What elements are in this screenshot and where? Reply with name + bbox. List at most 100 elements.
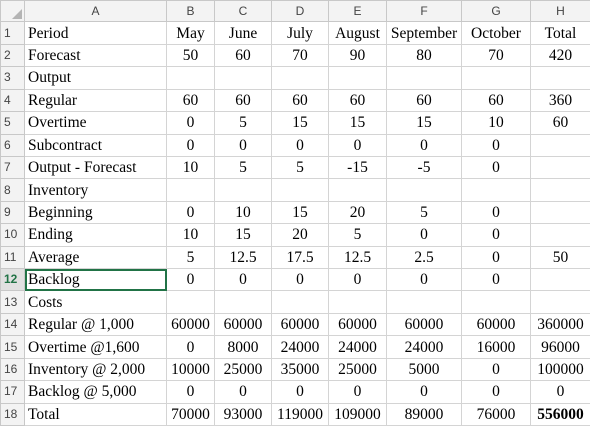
cell-f15[interactable]: 24000 <box>386 335 462 359</box>
cell-c10[interactable]: 15 <box>214 223 272 247</box>
cell-d8[interactable] <box>271 178 329 202</box>
cell-b16[interactable]: 10000 <box>166 357 215 382</box>
cell-a6[interactable]: Subcontract <box>24 133 167 157</box>
cell-h17[interactable]: 0 <box>530 380 590 404</box>
cell-g9[interactable]: 0 <box>461 200 531 225</box>
cell-c18[interactable]: 93000 <box>214 402 272 426</box>
cell-f4[interactable]: 60 <box>386 88 462 113</box>
cell-d13[interactable] <box>271 290 329 314</box>
cell-h10[interactable] <box>530 223 590 247</box>
cell-d14[interactable]: 60000 <box>271 312 329 337</box>
cell-a13[interactable]: Costs <box>24 290 167 314</box>
column-header-b[interactable]: B <box>166 0 215 23</box>
cell-b12[interactable]: 0 <box>166 268 215 292</box>
cell-c3[interactable] <box>214 66 272 90</box>
row-header-15[interactable]: 15 <box>0 335 25 359</box>
cell-g4[interactable]: 60 <box>461 88 531 113</box>
cell-d15[interactable]: 24000 <box>271 335 329 359</box>
cell-c1[interactable]: June <box>214 21 272 45</box>
select-all-corner[interactable] <box>0 0 25 23</box>
row-header-8[interactable]: 8 <box>0 178 25 202</box>
row-header-18[interactable]: 18 <box>0 402 25 426</box>
row-header-9[interactable]: 9 <box>0 200 25 225</box>
cell-g2[interactable]: 70 <box>461 43 531 68</box>
cell-e2[interactable]: 90 <box>328 43 387 68</box>
row-header-6[interactable]: 6 <box>0 133 25 157</box>
column-header-d[interactable]: D <box>271 0 329 23</box>
cell-g8[interactable] <box>461 178 531 202</box>
cell-e9[interactable]: 20 <box>328 200 387 225</box>
cell-g5[interactable]: 10 <box>461 111 531 135</box>
column-header-h[interactable]: H <box>530 0 590 23</box>
cell-d3[interactable] <box>271 66 329 90</box>
cell-h13[interactable] <box>530 290 590 314</box>
cell-d2[interactable]: 70 <box>271 43 329 68</box>
cell-f8[interactable] <box>386 178 462 202</box>
cell-c2[interactable]: 60 <box>214 43 272 68</box>
cell-e12[interactable]: 0 <box>328 268 387 292</box>
cell-e4[interactable]: 60 <box>328 88 387 113</box>
cell-h3[interactable] <box>530 66 590 90</box>
cell-e11[interactable]: 12.5 <box>328 245 387 270</box>
cell-e14[interactable]: 60000 <box>328 312 387 337</box>
cell-e10[interactable]: 5 <box>328 223 387 247</box>
cell-a2[interactable]: Forecast <box>24 43 167 68</box>
cell-g1[interactable]: October <box>461 21 531 45</box>
cell-d11[interactable]: 17.5 <box>271 245 329 270</box>
cell-c11[interactable]: 12.5 <box>214 245 272 270</box>
cell-h11[interactable]: 50 <box>530 245 590 270</box>
row-header-16[interactable]: 16 <box>0 357 25 382</box>
cell-e8[interactable] <box>328 178 387 202</box>
cell-c5[interactable]: 5 <box>214 111 272 135</box>
cell-d18[interactable]: 119000 <box>271 402 329 426</box>
cell-h1[interactable]: Total <box>530 21 590 45</box>
cell-g17[interactable]: 0 <box>461 380 531 404</box>
cell-f14[interactable]: 60000 <box>386 312 462 337</box>
cell-f1[interactable]: September <box>386 21 462 45</box>
cell-g13[interactable] <box>461 290 531 314</box>
cell-b4[interactable]: 60 <box>166 88 215 113</box>
cell-h2[interactable]: 420 <box>530 43 590 68</box>
cell-b2[interactable]: 50 <box>166 43 215 68</box>
cell-a10[interactable]: Ending <box>24 223 167 247</box>
cell-e18[interactable]: 109000 <box>328 402 387 426</box>
cell-d9[interactable]: 15 <box>271 200 329 225</box>
cell-c14[interactable]: 60000 <box>214 312 272 337</box>
cell-a3[interactable]: Output <box>24 66 167 90</box>
cell-b8[interactable] <box>166 178 215 202</box>
cell-c12[interactable]: 0 <box>214 268 272 292</box>
row-header-11[interactable]: 11 <box>0 245 25 270</box>
cell-f12[interactable]: 0 <box>386 268 462 292</box>
cell-a16[interactable]: Inventory @ 2,000 <box>24 357 167 382</box>
cell-e13[interactable] <box>328 290 387 314</box>
row-header-5[interactable]: 5 <box>0 111 25 135</box>
cell-a4[interactable]: Regular <box>24 88 167 113</box>
cell-h15[interactable]: 96000 <box>530 335 590 359</box>
cell-g11[interactable]: 0 <box>461 245 531 270</box>
cell-g3[interactable] <box>461 66 531 90</box>
cell-f18[interactable]: 89000 <box>386 402 462 426</box>
cell-d7[interactable]: 5 <box>271 155 329 180</box>
row-header-2[interactable]: 2 <box>0 43 25 68</box>
cell-e3[interactable] <box>328 66 387 90</box>
cell-a1[interactable]: Period <box>24 21 167 45</box>
cell-g18[interactable]: 76000 <box>461 402 531 426</box>
cell-f5[interactable]: 15 <box>386 111 462 135</box>
cell-g7[interactable]: 0 <box>461 155 531 180</box>
cell-c9[interactable]: 10 <box>214 200 272 225</box>
cell-b17[interactable]: 0 <box>166 380 215 404</box>
cell-a17[interactable]: Backlog @ 5,000 <box>24 380 167 404</box>
cell-h8[interactable] <box>530 178 590 202</box>
cell-a11[interactable]: Average <box>24 245 167 270</box>
cell-c6[interactable]: 0 <box>214 133 272 157</box>
cell-e7[interactable]: -15 <box>328 155 387 180</box>
cell-f16[interactable]: 5000 <box>386 357 462 382</box>
cell-d1[interactable]: July <box>271 21 329 45</box>
cell-c16[interactable]: 25000 <box>214 357 272 382</box>
cell-c17[interactable]: 0 <box>214 380 272 404</box>
cell-b14[interactable]: 60000 <box>166 312 215 337</box>
cell-d12[interactable]: 0 <box>271 268 329 292</box>
cell-g12[interactable]: 0 <box>461 268 531 292</box>
cell-g14[interactable]: 60000 <box>461 312 531 337</box>
